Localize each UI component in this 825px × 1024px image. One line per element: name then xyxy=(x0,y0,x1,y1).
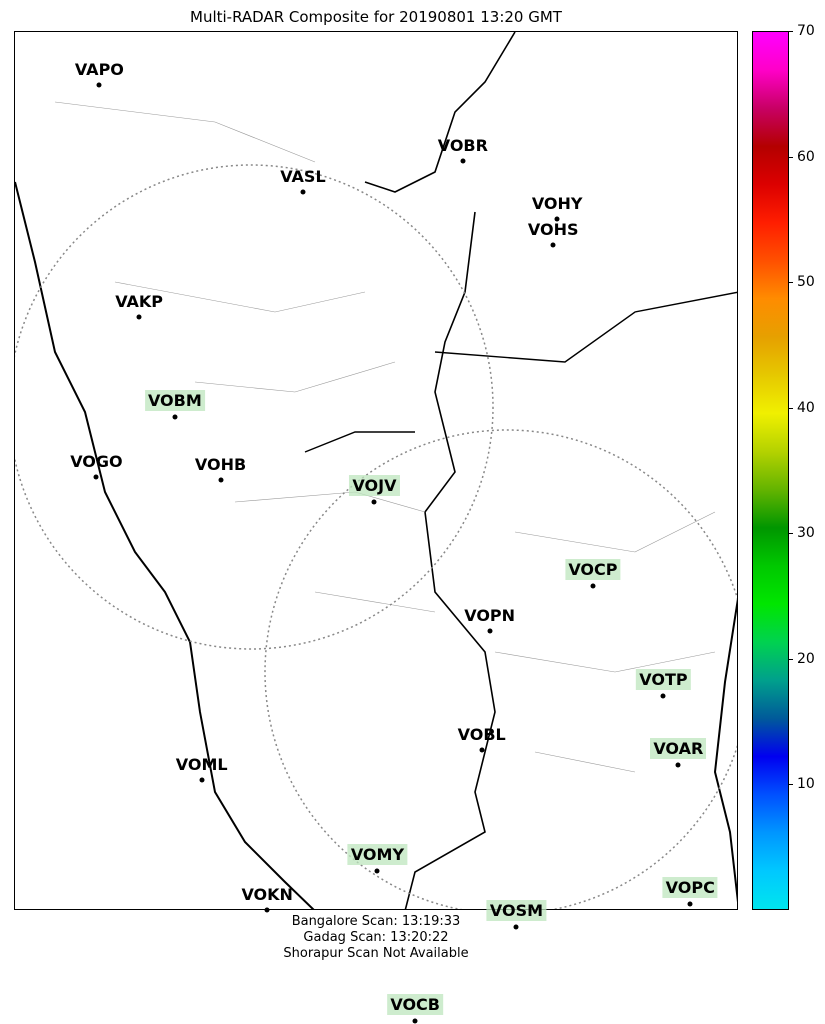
colorbar-tick-label: 30 xyxy=(797,525,815,542)
station-marker xyxy=(487,628,493,634)
station-marker xyxy=(93,474,99,480)
station-label: VOBR xyxy=(437,136,488,155)
station-marker xyxy=(300,189,306,195)
east-coastline xyxy=(713,598,737,903)
colorbar-tick-mark xyxy=(789,282,793,284)
station-label: VAPO xyxy=(74,59,124,79)
station-label: VOSM xyxy=(486,900,547,922)
colorbar-tick-mark xyxy=(789,407,793,409)
station-label: VOHY xyxy=(531,193,583,213)
station-label: VASL xyxy=(280,167,326,187)
station-marker xyxy=(172,414,178,420)
station-label: VOPN xyxy=(464,606,516,625)
station-marker xyxy=(687,901,693,906)
colorbar-tick-label: 60 xyxy=(797,148,815,165)
colorbar-tick-label: 20 xyxy=(797,650,815,667)
state-boundary xyxy=(364,32,516,909)
station-marker xyxy=(460,158,466,164)
station-label: VOJV xyxy=(349,475,400,497)
station-marker xyxy=(479,747,485,753)
colorbar-tick-mark xyxy=(789,658,793,660)
chart-title: Multi-RADAR Composite for 20190801 13:20… xyxy=(190,8,562,26)
station-marker xyxy=(264,907,270,913)
station-label: VOCP xyxy=(565,559,621,580)
station-label: VOMY xyxy=(347,844,408,865)
scan-footer: Bangalore Scan: 13:19:33 Gadag Scan: 13:… xyxy=(0,914,752,962)
station-label: VAKP xyxy=(115,292,164,312)
station-label: VOGO xyxy=(70,452,123,472)
radar-map[interactable] xyxy=(14,31,738,910)
station-marker xyxy=(675,762,681,768)
station-marker xyxy=(554,216,560,221)
station-label: VOHS xyxy=(527,219,579,239)
station-marker xyxy=(374,868,380,874)
station-label: VOCB xyxy=(387,994,443,1015)
station-marker xyxy=(550,242,556,248)
colorbar-tick-label: 70 xyxy=(797,23,815,39)
colorbar-tick-mark xyxy=(789,156,793,158)
colorbar-tick-mark xyxy=(789,533,793,535)
colorbar xyxy=(752,31,789,910)
station-label: VOBM xyxy=(144,390,205,412)
station-label: VOKN xyxy=(241,884,293,904)
colorbar-tick-label: 50 xyxy=(797,274,815,291)
colorbar-tick-mark xyxy=(789,784,793,786)
station-marker xyxy=(136,314,142,320)
station-label: VOHB xyxy=(194,454,247,474)
station-label: VOML xyxy=(175,754,228,774)
coastline xyxy=(15,181,315,909)
state-boundary xyxy=(304,291,737,453)
map-canvas xyxy=(15,32,737,909)
station-marker xyxy=(412,1018,418,1024)
footer-line-2: Gadag Scan: 13:20:22 xyxy=(303,930,449,945)
station-label: VOTP xyxy=(636,669,691,690)
station-marker xyxy=(513,924,519,930)
station-marker xyxy=(371,499,377,505)
colorbar-tick-label: 10 xyxy=(797,776,815,793)
station-label: VOPC xyxy=(662,876,718,898)
station-label: VOBL xyxy=(457,724,506,744)
district-lines xyxy=(54,101,716,773)
station-marker xyxy=(199,777,205,783)
footer-line-1: Bangalore Scan: 13:19:33 xyxy=(291,914,461,929)
radar-range-ring xyxy=(15,164,494,650)
footer-line-3: Shorapur Scan Not Available xyxy=(283,946,469,961)
station-marker xyxy=(660,693,666,699)
station-marker xyxy=(590,583,596,589)
station-marker xyxy=(96,82,102,88)
station-label: VOAR xyxy=(650,737,707,759)
station-marker xyxy=(218,477,224,483)
colorbar-tick-mark xyxy=(789,31,793,32)
colorbar-tick-label: 40 xyxy=(797,399,815,416)
